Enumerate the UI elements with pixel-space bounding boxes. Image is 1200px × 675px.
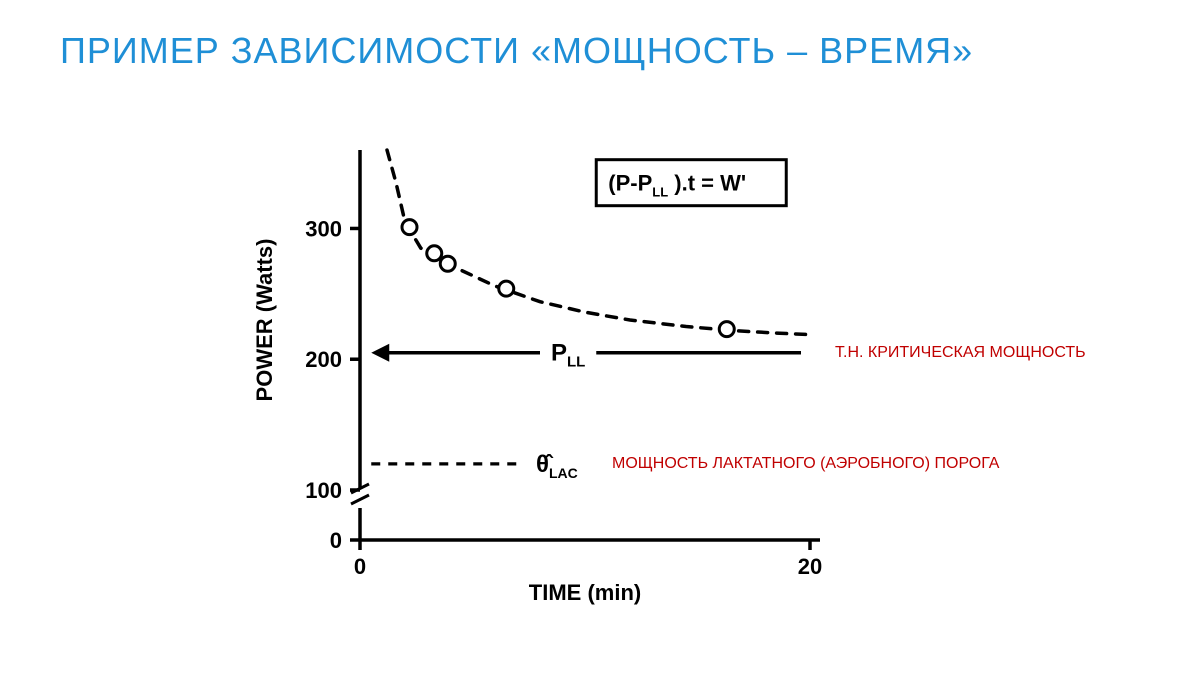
svg-text:θ̂LAC: θ̂LAC bbox=[536, 451, 578, 481]
svg-text:200: 200 bbox=[305, 347, 342, 372]
svg-text:TIME (min): TIME (min) bbox=[529, 580, 641, 605]
svg-text:100: 100 bbox=[305, 478, 342, 503]
chart-container: 100 200 300 00 20 TIME (min) POWER (Watts) PLL θ… bbox=[250, 140, 950, 610]
annotation-critical-power: Т.Н. КРИТИЧЕСКАЯ МОЩНОСТЬ bbox=[835, 344, 1086, 362]
svg-text:0: 0 bbox=[330, 528, 342, 553]
slide-title: ПРИМЕР ЗАВИСИМОСТИ «МОЩНОСТЬ – ВРЕМЯ» bbox=[60, 30, 1140, 72]
svg-text:0: 0 bbox=[354, 554, 366, 579]
svg-text:20: 20 bbox=[798, 554, 822, 579]
svg-text:(P-PLL ).t = W': (P-PLL ).t = W' bbox=[608, 171, 746, 200]
svg-text:POWER (Watts): POWER (Watts) bbox=[252, 239, 277, 402]
power-time-chart: 100 200 300 00 20 TIME (min) POWER (Watts) PLL θ… bbox=[250, 140, 950, 610]
svg-text:300: 300 bbox=[305, 216, 342, 241]
annotation-lactate-threshold: МОЩНОСТЬ ЛАКТАТНОГО (АЭРОБНОГО) ПОРОГА bbox=[612, 455, 999, 473]
svg-text:PLL: PLL bbox=[551, 340, 585, 371]
